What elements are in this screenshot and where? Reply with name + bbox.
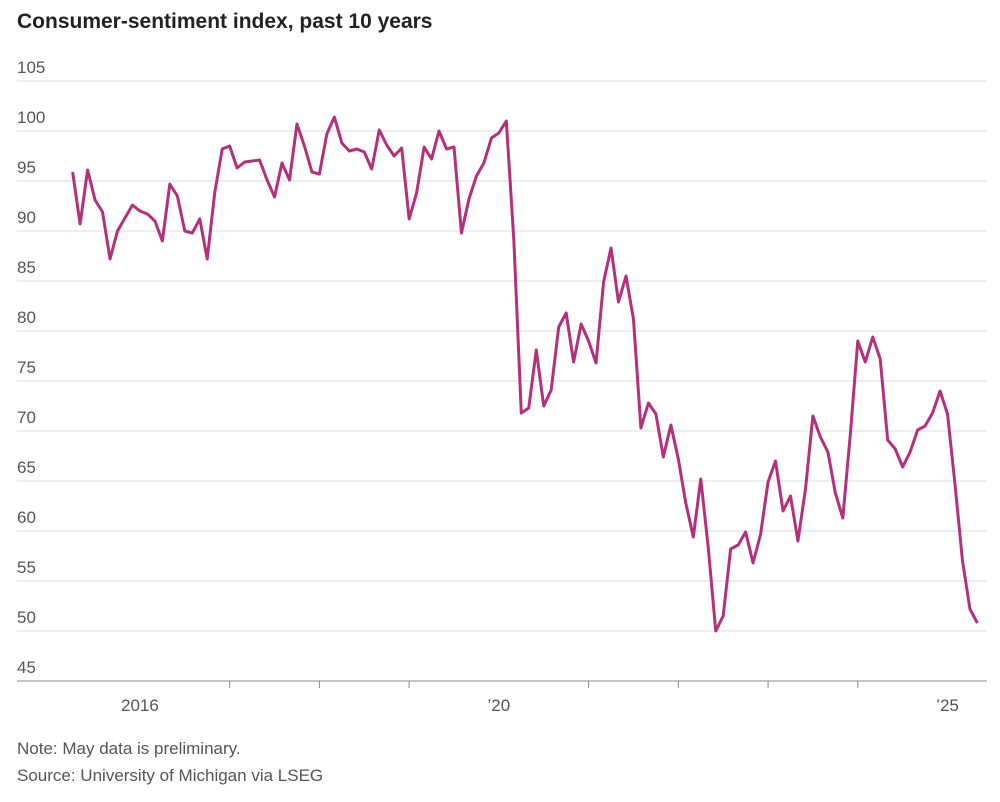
x-tick-label: 2016: [121, 696, 159, 715]
y-tick-label: 95: [17, 158, 36, 177]
y-tick-label: 50: [17, 608, 36, 627]
line: [71, 115, 979, 633]
source: Source: University of Michigan via LSEG: [17, 766, 323, 785]
note: Note: May data is preliminary.: [17, 739, 241, 758]
y-tick-label: 45: [17, 658, 36, 677]
y-tick-label: 80: [17, 308, 36, 327]
x-tick-label: ’25: [936, 696, 959, 715]
y-tick-label: 100: [17, 108, 45, 127]
y-tick-label: 60: [17, 508, 36, 527]
y-tick-label: 85: [17, 258, 36, 277]
y-tick-label: 105: [17, 58, 45, 77]
y-tick-label: 70: [17, 408, 36, 427]
chart-title: Consumer-sentiment index, past 10 years: [17, 10, 432, 33]
y-tick-label: 90: [17, 208, 36, 227]
y-tick-label: 75: [17, 358, 36, 377]
y-tick-label: 55: [17, 558, 36, 577]
y-tick-label: 65: [17, 458, 36, 477]
x-tick-label: ’20: [488, 696, 511, 715]
